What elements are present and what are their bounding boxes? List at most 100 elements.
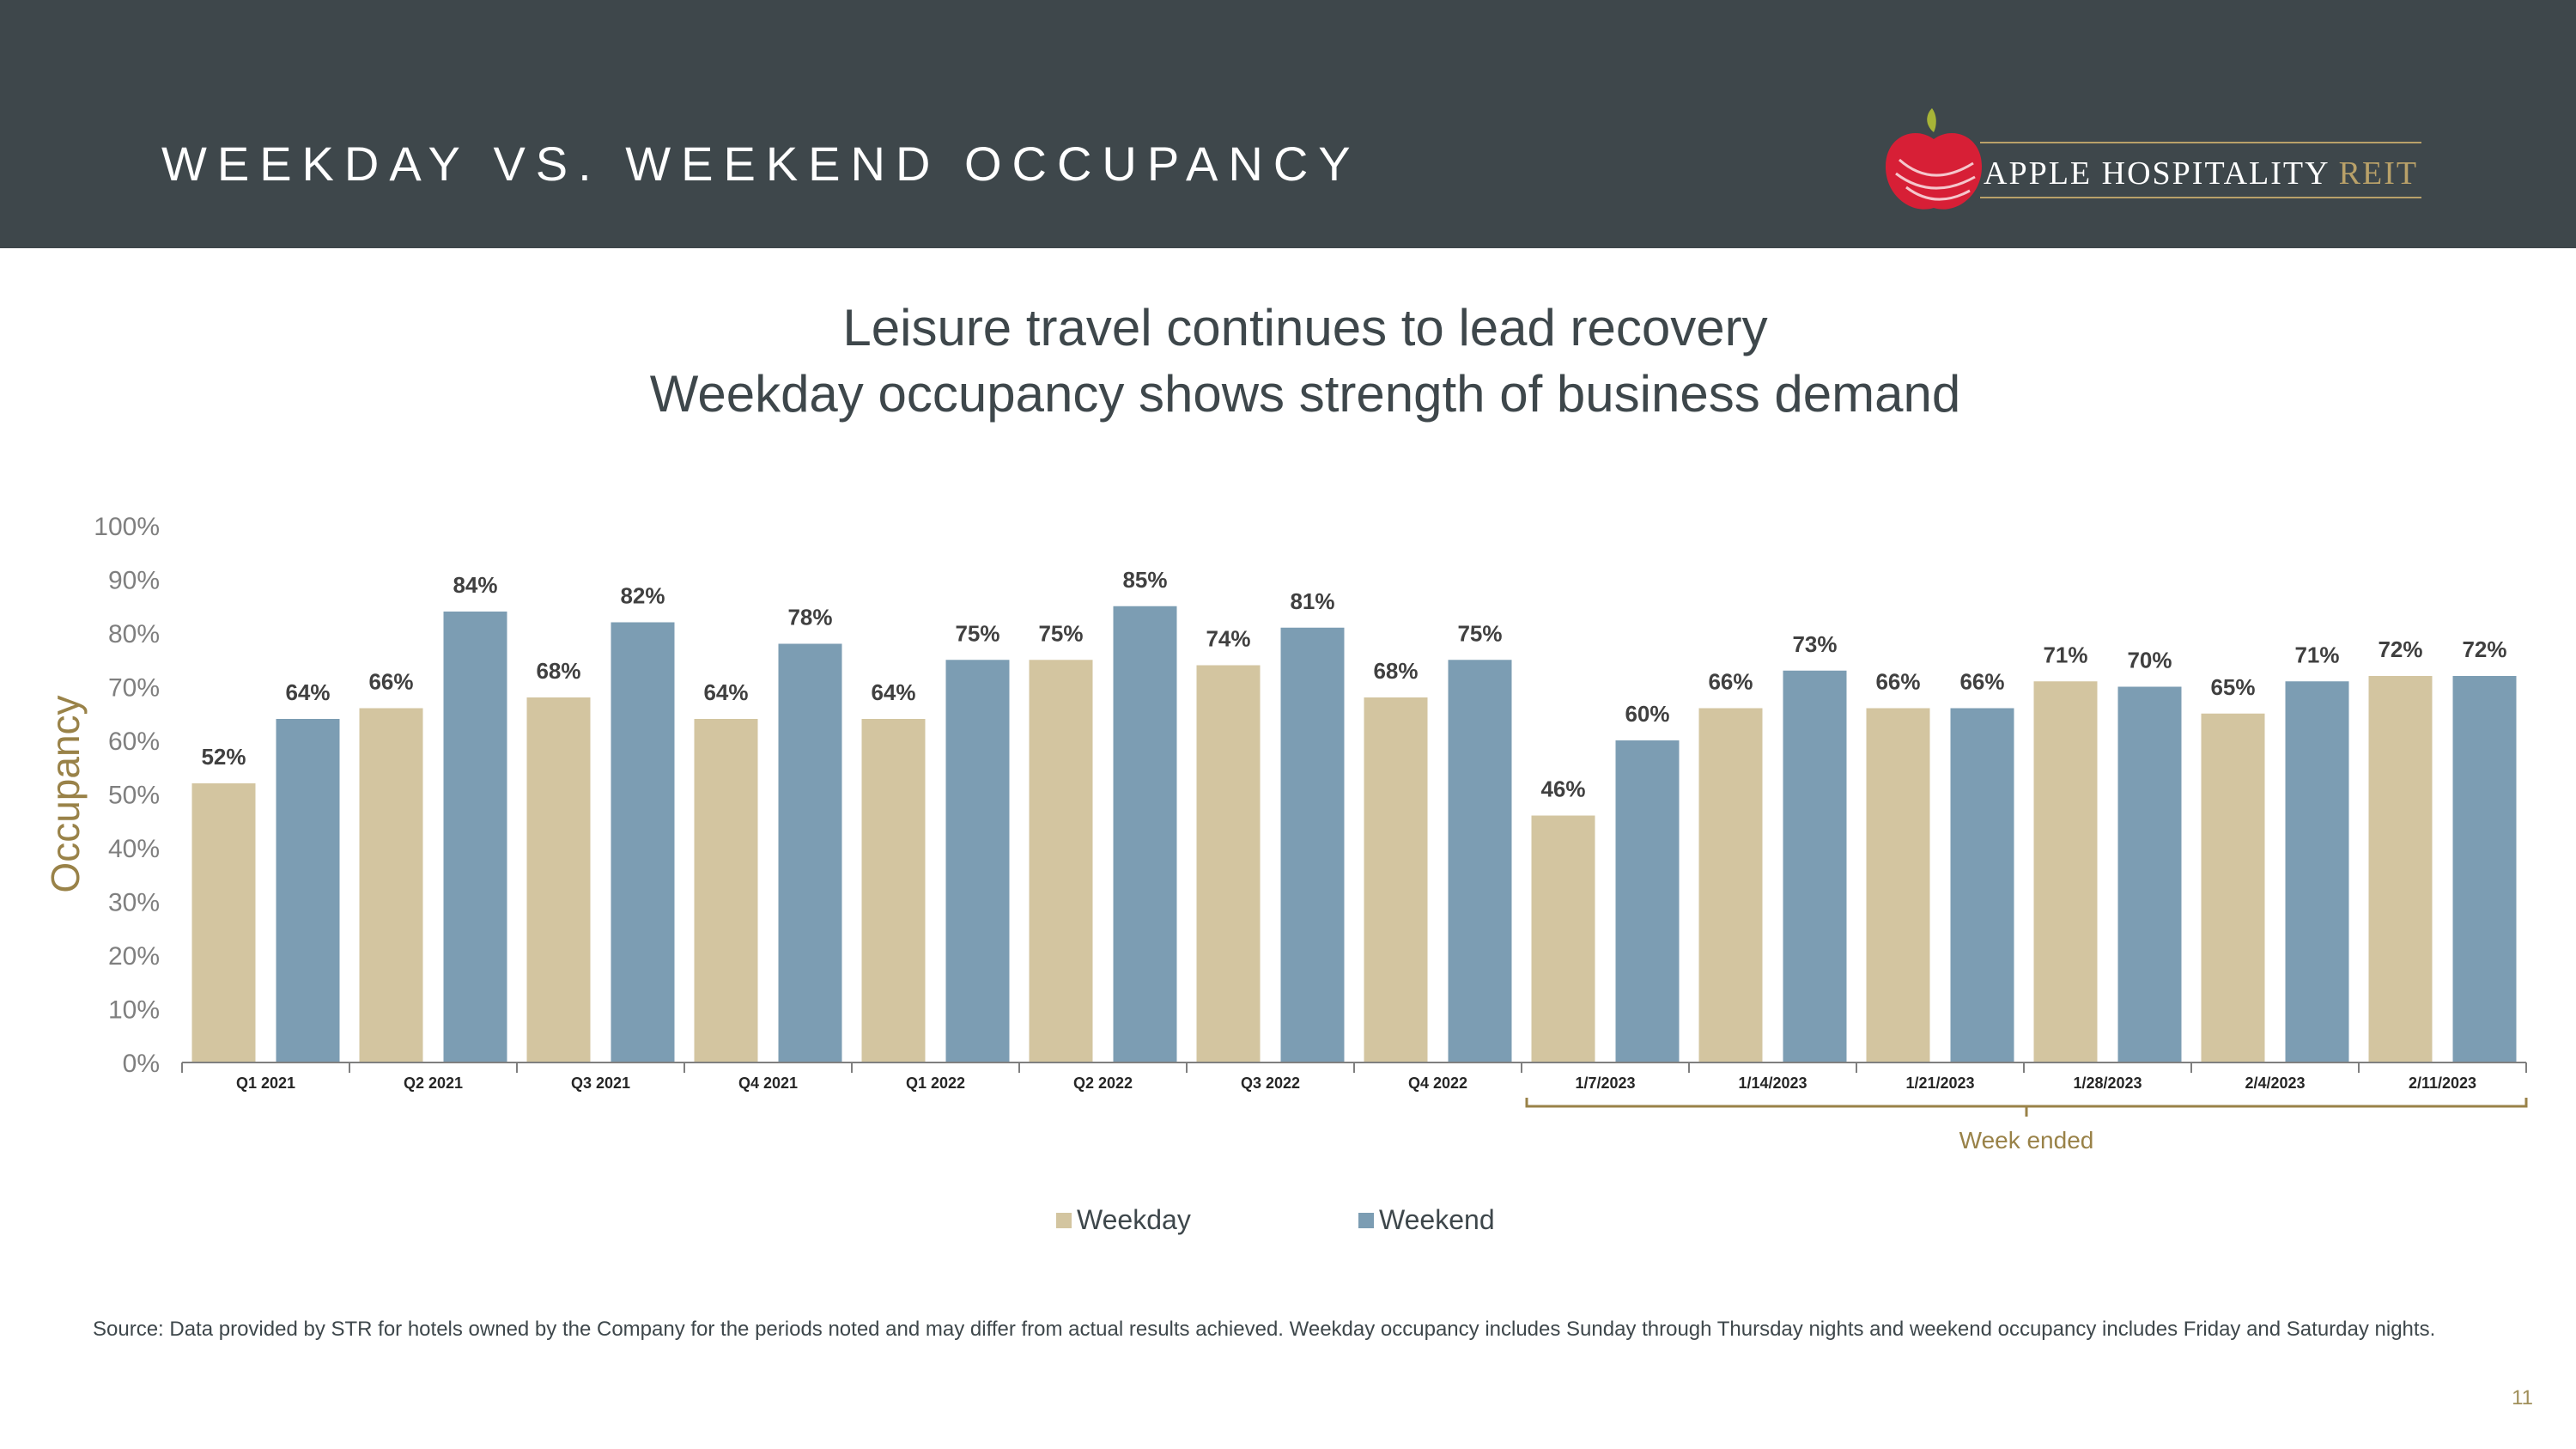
weekend-bar [611, 622, 675, 1062]
y-tick-label: 60% [108, 728, 160, 756]
weekday-value-label: 66% [1708, 669, 1753, 695]
logo-name-main: APPLE HOSPITALITY [1984, 155, 2339, 192]
y-tick-label: 70% [108, 674, 160, 703]
x-tick-label: Q1 2022 [906, 1075, 965, 1092]
weekend-value-label: 64% [285, 679, 330, 705]
weekday-bar [191, 783, 256, 1062]
legend-swatch-weekday [1056, 1213, 1072, 1228]
x-tick-label: 2/4/2023 [2245, 1075, 2305, 1092]
weekend-bar [945, 660, 1010, 1062]
weekend-bar [2117, 686, 2182, 1062]
apple-stripe [1905, 186, 1971, 201]
page-number: 11 [2512, 1386, 2533, 1409]
weekend-bar [1783, 670, 1847, 1062]
weekday-bar [526, 697, 591, 1062]
apple-stripe [1899, 158, 1974, 177]
weekend-bar [778, 643, 842, 1062]
weekend-value-label: 71% [2294, 642, 2339, 667]
header-bar: WEEKDAY VS. WEEKEND OCCUPANCY APPLE HOSP… [0, 0, 2576, 248]
weekday-bar [694, 719, 758, 1062]
weekend-value-label: 72% [2462, 636, 2506, 662]
weekday-bar [1531, 815, 1595, 1062]
weekday-bar [2033, 681, 2098, 1062]
x-tick-label: Q4 2021 [738, 1075, 798, 1092]
legend-label-weekend: Weekend [1379, 1204, 1495, 1235]
weekend-value-label: 66% [1959, 669, 2004, 695]
weekend-bar [1280, 627, 1345, 1062]
leaf-shape [1927, 108, 1936, 132]
logo-name-accent: REIT [2339, 155, 2418, 192]
weekday-value-label: 75% [1038, 620, 1083, 646]
x-tick-label: Q2 2022 [1073, 1075, 1133, 1092]
subtitle-line-2: Weekday occupancy shows strength of busi… [649, 365, 1961, 423]
x-tick-label: 1/28/2023 [2073, 1075, 2142, 1092]
x-tick-label: Q3 2021 [571, 1075, 630, 1092]
weekend-bar [1950, 708, 2014, 1062]
legend-swatch-weekend [1358, 1213, 1374, 1228]
x-tick-label: Q3 2022 [1241, 1075, 1300, 1092]
weekday-value-label: 72% [2378, 636, 2422, 662]
weekend-value-label: 70% [2127, 648, 2172, 673]
week-ended-bracket [1525, 1098, 2528, 1108]
y-tick-label: 0% [123, 1050, 160, 1078]
weekend-value-label: 84% [453, 572, 497, 598]
weekend-value-label: 85% [1122, 567, 1167, 593]
weekday-bar [2201, 713, 2265, 1062]
weekend-value-label: 60% [1625, 701, 1669, 727]
y-tick-label: 30% [108, 889, 160, 917]
weekend-value-label: 75% [1457, 620, 1502, 646]
x-tick-label: 1/7/2023 [1575, 1075, 1635, 1092]
weekday-value-label: 74% [1206, 626, 1250, 652]
weekend-bar [2285, 681, 2349, 1062]
y-tick-label: 40% [108, 835, 160, 863]
y-tick-label: 50% [108, 782, 160, 810]
logo-wordmark: APPLE HOSPITALITY REIT [1984, 155, 2418, 192]
x-tick-label: Q2 2021 [404, 1075, 463, 1092]
x-tick-label: Q4 2022 [1408, 1075, 1467, 1092]
weekday-value-label: 66% [368, 669, 413, 695]
apple-icon [1886, 108, 1982, 210]
weekend-bar [1615, 740, 1680, 1062]
weekday-bar [359, 708, 423, 1062]
weekend-value-label: 82% [620, 583, 665, 609]
subtitle-line-1: Leisure travel continues to lead recover… [842, 299, 1768, 356]
weekend-bar [1448, 660, 1512, 1062]
weekday-bar [1364, 697, 1428, 1062]
weekend-value-label: 78% [787, 605, 832, 630]
source-note: Source: Data provided by STR for hotels … [93, 1318, 2436, 1341]
weekend-bar [276, 719, 340, 1062]
y-tick-label: 100% [94, 513, 160, 541]
legend-label-weekday: Weekday [1077, 1204, 1191, 1235]
weekday-bar [1866, 708, 1930, 1062]
weekday-bar [1196, 665, 1261, 1062]
weekday-bar [2368, 676, 2433, 1062]
y-axis-title: Occupancy [43, 695, 88, 892]
weekend-value-label: 81% [1290, 588, 1334, 614]
weekday-value-label: 71% [2043, 642, 2087, 667]
bracket-label: Week ended [1959, 1127, 2094, 1154]
weekend-bar [1113, 606, 1177, 1062]
weekday-bar [1029, 660, 1093, 1062]
slide-title: WEEKDAY VS. WEEKEND OCCUPANCY [161, 137, 1361, 191]
occupancy-bar-chart: 0% 10% 20% 30% 40% 50% 60% 70% 80% 90% 100% Occupan… [43, 513, 2528, 1235]
weekday-value-label: 66% [1875, 669, 1920, 695]
y-tick-label: 80% [108, 620, 160, 648]
y-tick-label: 90% [108, 567, 160, 595]
weekend-bar [443, 612, 507, 1062]
weekend-bar [2452, 676, 2517, 1062]
weekday-value-label: 65% [2210, 674, 2255, 700]
weekday-bar [1698, 708, 1763, 1062]
weekend-value-label: 75% [955, 620, 999, 646]
apple-stripe [1895, 172, 1976, 190]
weekday-value-label: 68% [1373, 658, 1418, 684]
weekday-value-label: 64% [703, 679, 748, 705]
company-logo: APPLE HOSPITALITY REIT [1886, 108, 2421, 210]
chart-subtitle: Leisure travel continues to lead recover… [0, 295, 2576, 427]
y-tick-label: 20% [108, 942, 160, 971]
weekday-bar [861, 719, 926, 1062]
weekend-value-label: 73% [1792, 631, 1837, 657]
y-tick-label: 10% [108, 996, 160, 1025]
weekday-value-label: 68% [536, 658, 580, 684]
weekday-value-label: 52% [201, 744, 246, 770]
weekday-value-label: 64% [871, 679, 915, 705]
